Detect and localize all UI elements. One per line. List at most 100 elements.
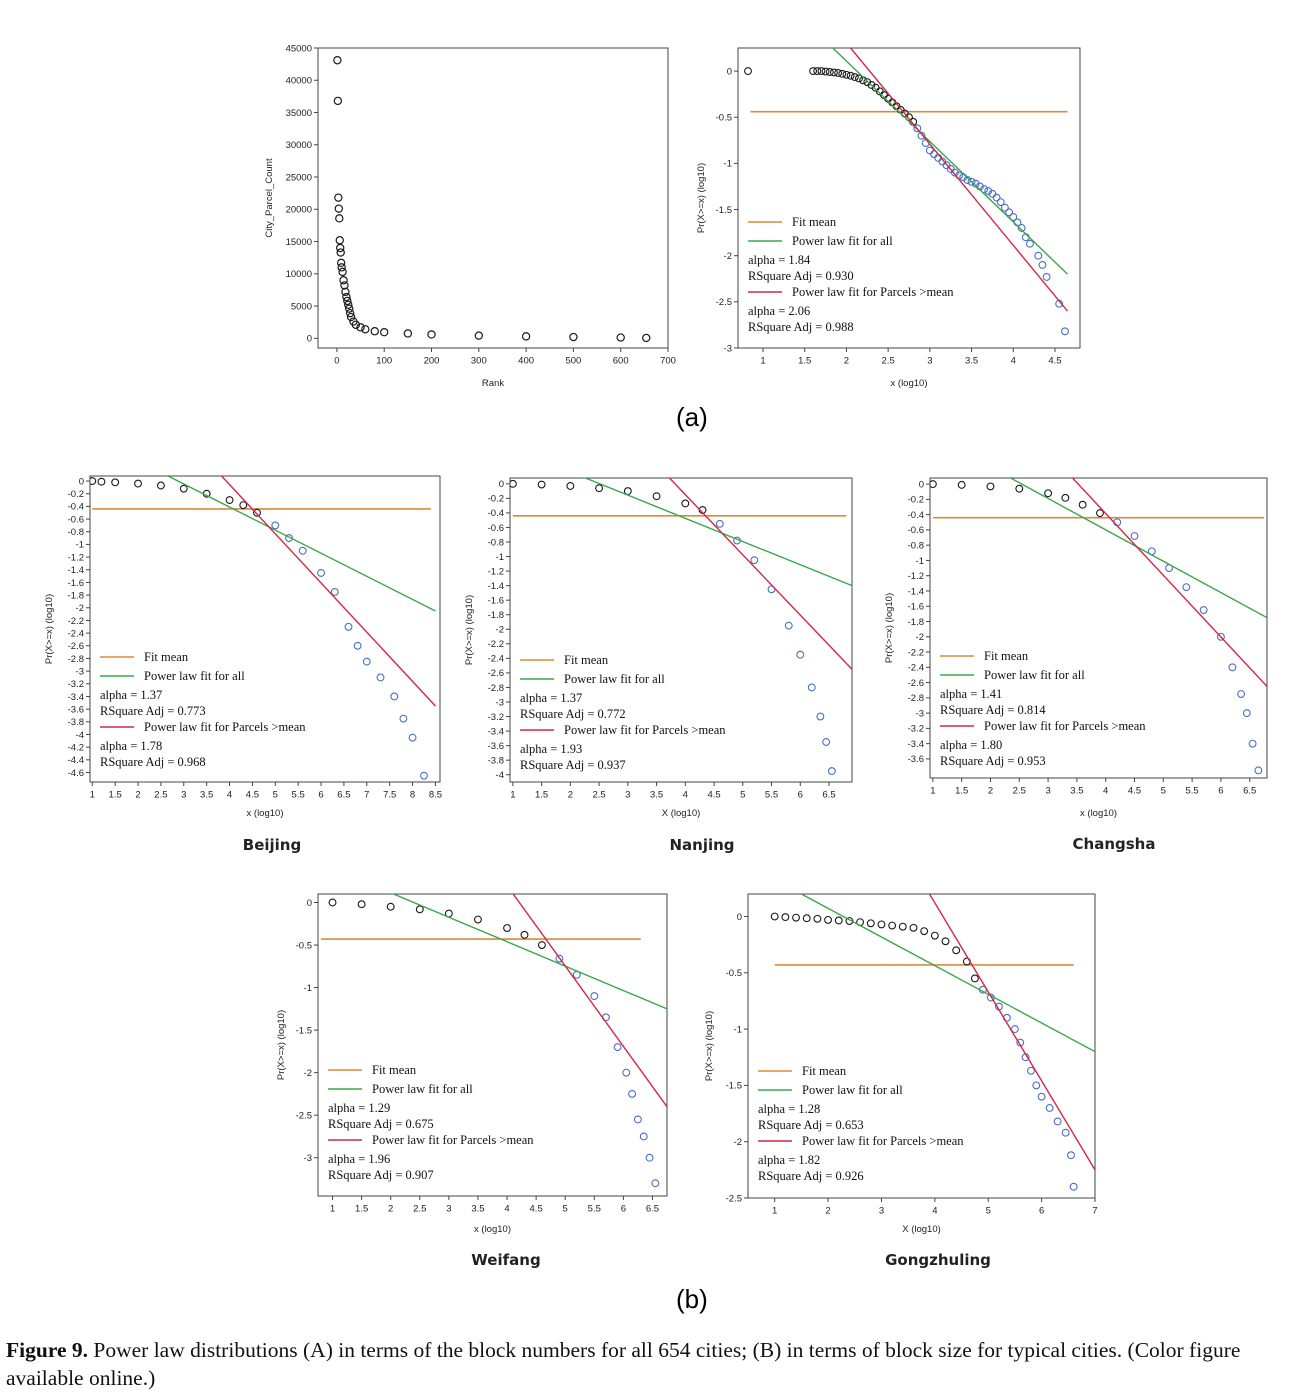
x-tick-label: 8.5 [429, 790, 442, 801]
fit-gt-mean-line [928, 894, 1095, 1171]
data-point [339, 276, 348, 285]
legend-fit-all: Power law fit for all [564, 672, 665, 686]
data-point [1228, 663, 1237, 672]
legend-fit-all-r2: RSquare Adj = 0.675 [328, 1117, 434, 1131]
y-tick-label: -1.5 [726, 1081, 742, 1092]
data-point [337, 263, 346, 272]
y-tick-label: -2.8 [908, 693, 924, 704]
y-tick-label: -2.8 [488, 683, 504, 694]
data-point [967, 177, 976, 186]
data-point [1000, 203, 1009, 212]
data-point [645, 1153, 654, 1162]
data-point [920, 927, 929, 936]
y-tick-label: -4 [76, 730, 84, 741]
data-point [984, 187, 993, 196]
y-tick-label: -1.2 [908, 571, 924, 582]
data-point [386, 902, 395, 911]
x-tick-label: 6 [798, 790, 803, 801]
x-tick-label: 6.5 [1243, 786, 1256, 797]
y-tick-label: -0.5 [726, 968, 742, 979]
beijing-powerlaw-chart: 1 1.5 2 2.5 3 3.5 4 4.5 5 5.5 6 6.5 7 7.5 8 8.5 0 -0.2 -0.… [44, 475, 442, 819]
data-point [807, 683, 816, 692]
x-axis-label: X (log10) [902, 1224, 941, 1235]
legend-fit-all-alpha: alpha = 1.84 [748, 253, 811, 267]
data-point [336, 258, 346, 268]
legend-fit-mean: Fit mean [984, 649, 1029, 663]
x-tick-label: 4.5 [1128, 786, 1141, 797]
data-point [622, 1068, 631, 1077]
data-point [390, 692, 399, 701]
x-tick-label: 3 [879, 1206, 884, 1217]
data-point [408, 733, 417, 742]
data-point [336, 248, 345, 257]
legend-fit-gt-mean-r2: RSquare Adj = 0.988 [748, 320, 854, 334]
y-tick-label: -3.6 [908, 754, 924, 765]
weifang-powerlaw-chart: 1 1.5 2 2.5 3 3.5 4 4.5 5 5.5 6 6.5 0 -0.5 -1 -1.5 -2 -2.… [276, 893, 668, 1235]
data-point [1038, 260, 1047, 269]
plot-area [320, 894, 667, 1188]
y-tick-label: 30000 [286, 140, 312, 151]
legend-fit-gt-mean: Power law fit for Parcels >mean [984, 719, 1146, 733]
data-point [909, 923, 918, 932]
y-tick-label: 0 [79, 476, 84, 487]
y-tick-label: -2.6 [488, 668, 504, 679]
data-point [913, 124, 922, 133]
y-tick-label: -2 [734, 1137, 742, 1148]
y-tick-label: -1.8 [908, 617, 924, 628]
data-point [427, 330, 436, 339]
legend-fit-all-alpha: alpha = 1.37 [520, 691, 582, 705]
data-point [345, 308, 355, 318]
y-tick-label: -2 [496, 625, 504, 636]
data-point [1199, 606, 1208, 615]
legend-fit-all-r2: RSquare Adj = 0.814 [940, 703, 1046, 717]
data-point [1067, 1151, 1075, 1160]
legend-fit-gt-mean-alpha: alpha = 1.78 [100, 739, 162, 753]
x-tick-label: 3.5 [471, 1204, 484, 1215]
y-tick-label: 15000 [286, 237, 312, 248]
data-point [1095, 509, 1104, 518]
y-axis-label: Pr(X>=x) (log10) [884, 593, 895, 663]
x-tick-label: 2 [388, 1204, 393, 1215]
data-point [537, 941, 546, 949]
nanjing-powerlaw-chart: 1 1.5 2 2.5 3 3.5 4 4.5 5 5.5 6 6.5 0 -0.2 -0.4 -0.6 -0.… [464, 477, 853, 819]
y-tick-label: -1 [496, 552, 504, 563]
y-tick-label: -0.2 [908, 495, 924, 506]
y-tick-label: -2.5 [716, 297, 732, 308]
data-point [1248, 739, 1257, 748]
x-tick-label: 3.5 [965, 356, 978, 367]
y-tick-label: -2.2 [68, 616, 84, 627]
legend-fit-all: Power law fit for all [372, 1082, 473, 1096]
x-tick-label: 600 [613, 356, 629, 367]
data-point [474, 915, 482, 924]
data-point [1061, 493, 1070, 502]
data-point [980, 185, 989, 194]
x-tick-label: 4 [932, 1206, 937, 1217]
y-tick-label: -1 [304, 983, 312, 994]
data-point [134, 479, 142, 488]
data-point [770, 912, 779, 921]
data-point [834, 916, 843, 925]
data-point [346, 312, 356, 322]
y-tick-label: -1.6 [908, 602, 924, 613]
city-label-nanjing: Nanjing [669, 836, 735, 854]
x-axis-label: X (log10) [662, 808, 701, 819]
caption-text: Power law distributions (A) in terms of … [6, 1338, 1241, 1390]
legend-fit-all-alpha: alpha = 1.37 [100, 688, 162, 702]
plot-frame [317, 893, 668, 1197]
y-tick-label: -4 [496, 770, 504, 781]
y-tick-label: -1 [734, 1024, 742, 1035]
x-tick-label: 5 [986, 1206, 991, 1217]
panel-a-label: (a) [676, 402, 708, 432]
y-tick-label: -1.4 [488, 581, 504, 592]
data-point [376, 673, 385, 682]
data-point [850, 73, 859, 82]
data-point [750, 556, 759, 565]
legend-fit-gt-mean-alpha: alpha = 1.96 [328, 1152, 390, 1166]
y-tick-label: -2 [724, 251, 732, 262]
data-point [792, 913, 800, 922]
legend-fit-all-alpha: alpha = 1.29 [328, 1101, 390, 1115]
data-point [328, 898, 337, 907]
legend-fit-gt-mean: Power law fit for Parcels >mean [144, 720, 306, 734]
data-point [342, 292, 351, 302]
x-tick-label: 700 [660, 356, 676, 367]
